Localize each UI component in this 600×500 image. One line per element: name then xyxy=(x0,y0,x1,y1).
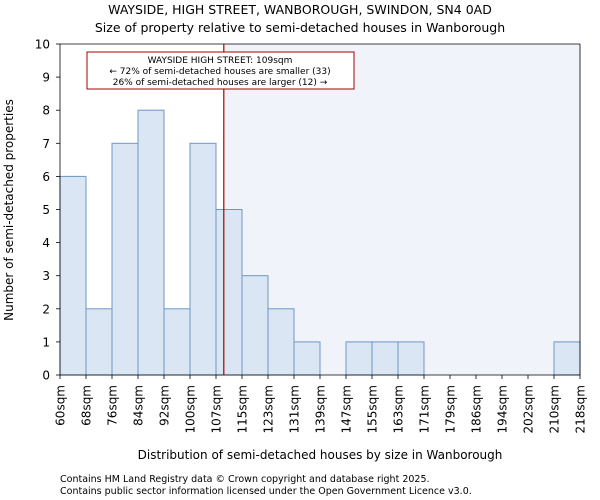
bar-163sqm xyxy=(397,341,425,376)
bar-147sqm xyxy=(345,341,373,376)
x-tick-label: 210sqm xyxy=(548,385,562,433)
x-tick-label: 139sqm xyxy=(314,385,328,433)
annotation-box-border xyxy=(86,51,355,90)
y-tick-label: 0 xyxy=(42,369,50,383)
bar-107sqm xyxy=(215,209,243,376)
x-tick-label: 84sqm xyxy=(132,385,146,426)
bar-92sqm xyxy=(163,308,191,376)
x-tick-label: 171sqm xyxy=(418,385,432,433)
annotation-line-3: 26% of semi-detached houses are larger (… xyxy=(113,78,328,88)
bar-68sqm xyxy=(85,308,113,376)
y-tick-label: 4 xyxy=(42,236,50,250)
footer-line-2: Contains public sector information licen… xyxy=(60,486,472,497)
x-tick-label: 218sqm xyxy=(574,385,588,433)
y-tick-label: 3 xyxy=(42,269,50,283)
y-tick-label: 8 xyxy=(42,104,50,118)
bar-76sqm xyxy=(111,142,139,376)
bar-131sqm xyxy=(293,341,321,376)
bar-60sqm xyxy=(59,175,87,376)
x-tick-label: 115sqm xyxy=(236,385,250,433)
annotation-line-1: WAYSIDE HIGH STREET: 109sqm xyxy=(148,56,293,66)
y-tick-label: 6 xyxy=(42,170,50,184)
bar-155sqm xyxy=(371,341,399,376)
x-tick-label: 179sqm xyxy=(444,385,458,433)
bar-100sqm xyxy=(189,142,217,376)
y-tick-label: 10 xyxy=(35,38,50,52)
x-tick-label: 123sqm xyxy=(262,385,276,433)
y-tick-label: 5 xyxy=(42,203,50,217)
footer-line-1: Contains HM Land Registry data © Crown c… xyxy=(60,474,430,485)
x-tick-label: 100sqm xyxy=(184,385,198,433)
x-tick-label: 131sqm xyxy=(288,385,302,433)
x-tick-label: 155sqm xyxy=(366,385,380,433)
x-tick-label: 202sqm xyxy=(522,385,536,433)
x-tick-label: 92sqm xyxy=(158,385,172,426)
x-tick-label: 68sqm xyxy=(80,385,94,426)
x-tick-label: 163sqm xyxy=(392,385,406,433)
y-axis-label: Number of semi-detached properties xyxy=(2,99,16,321)
y-axis: 0 1 2 3 4 5 6 7 8 9 10 xyxy=(35,38,60,383)
annotation-box: WAYSIDE HIGH STREET: 109sqm ← 72% of sem… xyxy=(86,51,355,90)
bar-210sqm xyxy=(553,341,581,376)
x-tick-label: 147sqm xyxy=(340,385,354,433)
bar-123sqm xyxy=(267,308,295,376)
x-tick-label: 76sqm xyxy=(106,385,120,426)
bar-84sqm xyxy=(137,109,165,376)
x-tick-label: 194sqm xyxy=(496,385,510,433)
chart-title: WAYSIDE, HIGH STREET, WANBOROUGH, SWINDO… xyxy=(108,2,492,17)
x-tick-label: 186sqm xyxy=(470,385,484,433)
bar-115sqm xyxy=(241,275,269,376)
annotation-line-2: ← 72% of semi-detached houses are smalle… xyxy=(109,67,330,77)
chart-subtitle: Size of property relative to semi-detach… xyxy=(95,20,505,35)
x-tick-label: 60sqm xyxy=(54,385,68,426)
bars-group xyxy=(59,109,581,376)
y-tick-label: 1 xyxy=(42,335,50,349)
y-tick-label: 7 xyxy=(42,137,50,151)
x-tick-label: 107sqm xyxy=(210,385,224,433)
y-tick-label: 2 xyxy=(42,302,50,316)
x-axis-label: Distribution of semi-detached houses by … xyxy=(138,448,503,462)
y-tick-label: 9 xyxy=(42,71,50,85)
x-axis: 60sqm 68sqm 76sqm 84sqm 92sqm 100sqm 107sqm 115… xyxy=(54,375,588,433)
